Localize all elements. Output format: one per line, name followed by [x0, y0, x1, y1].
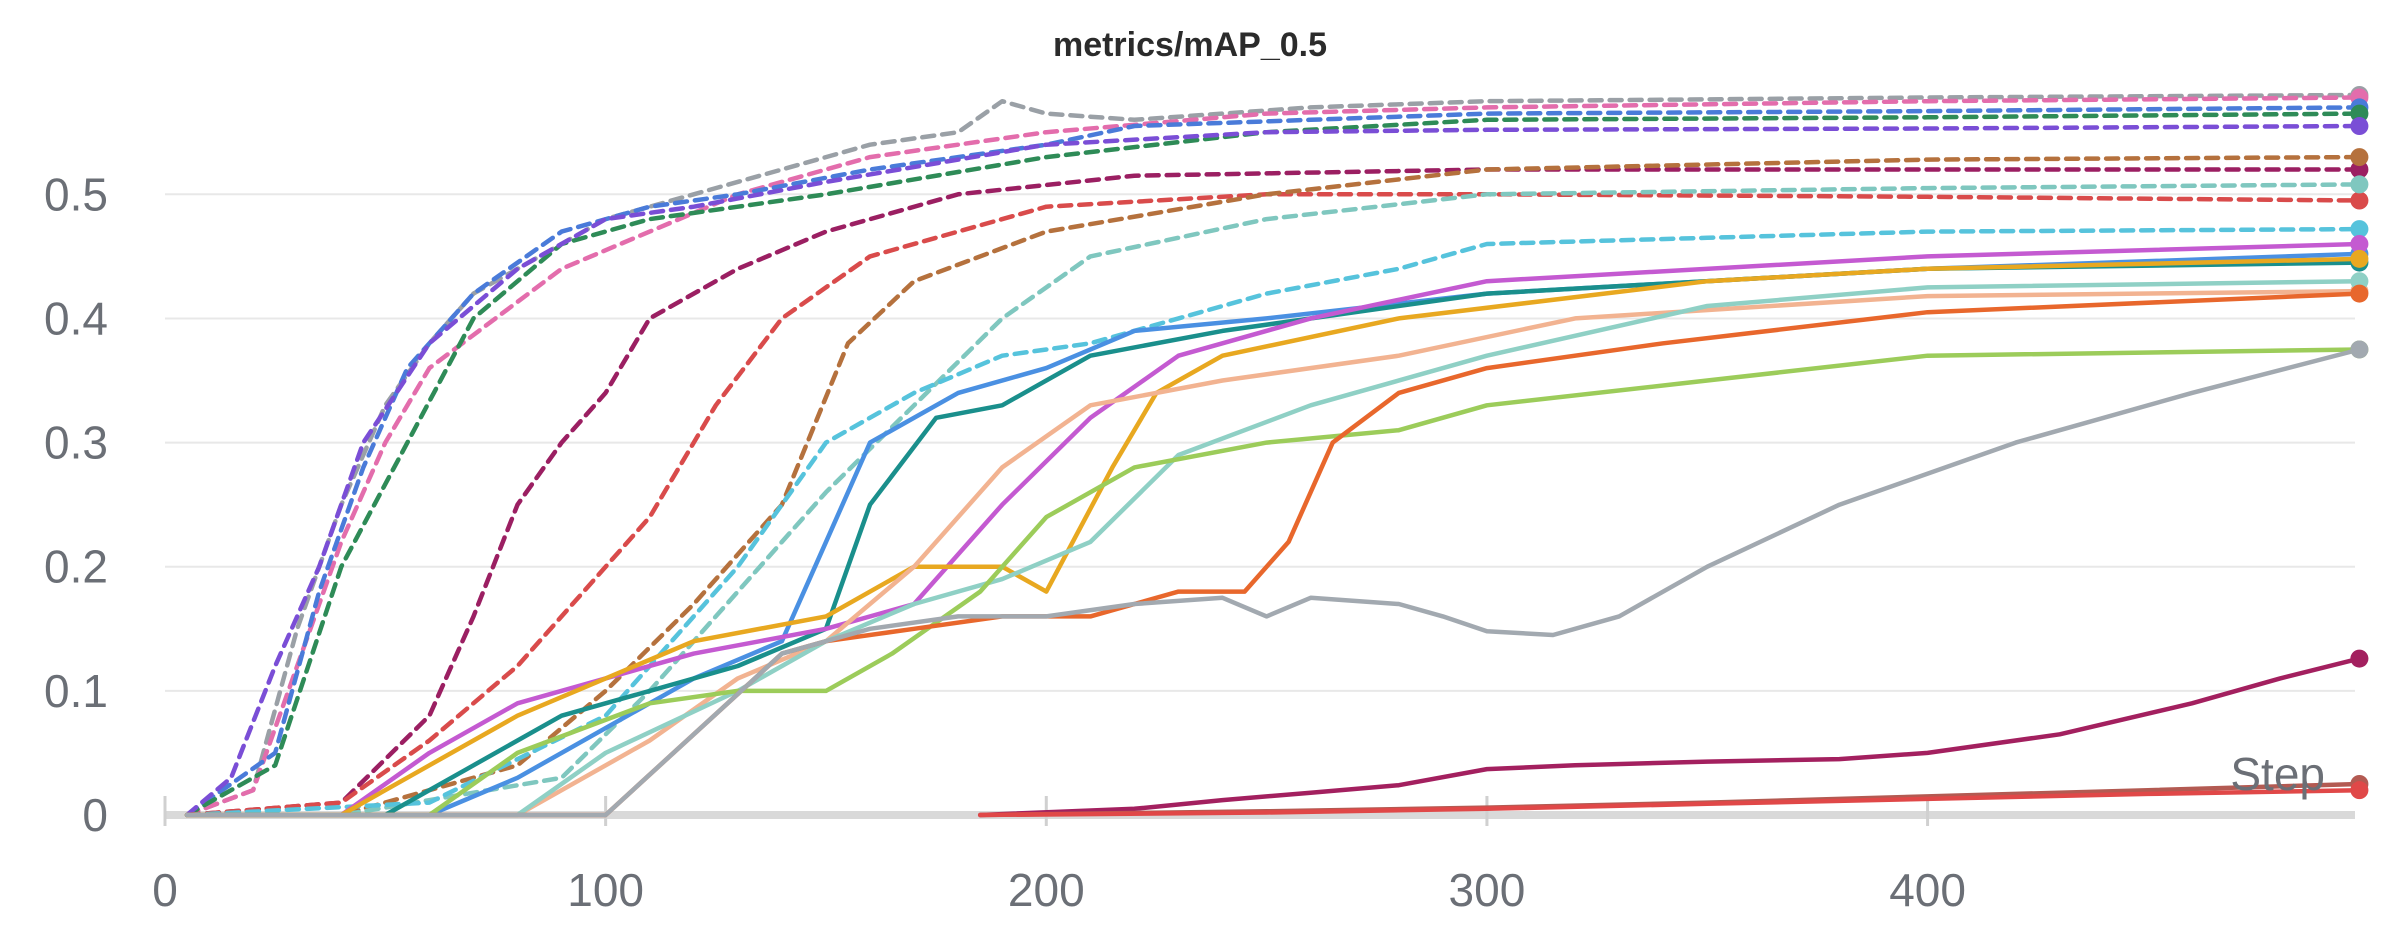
series-line-8	[184, 182, 2362, 818]
series-line-14	[184, 288, 2362, 818]
series-end-marker-9	[2350, 220, 2369, 239]
series-line-13	[184, 256, 2362, 818]
x-tick-label: 100	[567, 864, 644, 916]
series-line-7	[184, 154, 2362, 818]
y-tick-label: 0.4	[44, 292, 108, 344]
series-end-marker-18	[2350, 340, 2369, 359]
series-end-marker-6	[2350, 191, 2369, 210]
x-tick-label: 0	[152, 864, 178, 916]
series-line-6	[184, 192, 2362, 818]
series-end-marker-7	[2350, 148, 2369, 167]
series-end-marker-4	[2350, 117, 2369, 136]
x-axis-label: Step	[2230, 748, 2325, 800]
y-tick-label: 0.1	[44, 665, 108, 717]
series-line-16	[184, 347, 2362, 818]
y-tick-label: 0.5	[44, 168, 108, 220]
series-line-18	[184, 347, 2362, 818]
series-line-4	[184, 123, 2362, 818]
series-line-20	[977, 781, 2362, 818]
x-tick-label: 300	[1449, 864, 1526, 916]
series-end-marker-21	[2350, 781, 2369, 800]
x-tick-label: 400	[1889, 864, 1966, 916]
series-line-11	[184, 260, 2362, 818]
series-end-marker-5	[2350, 160, 2369, 179]
series-line-2	[184, 105, 2362, 818]
series-line-5	[184, 167, 2362, 818]
series-line-19	[977, 656, 2362, 818]
series-line-1	[184, 95, 2362, 818]
series-end-marker-19	[2350, 649, 2369, 668]
series-line-21	[977, 787, 2362, 818]
series-line-12	[184, 241, 2362, 818]
series-end-marker-3	[2350, 104, 2369, 123]
chart-title: metrics/mAP_0.5	[1053, 26, 1327, 64]
series-end-marker-15	[2350, 272, 2369, 291]
marker-layer	[2350, 86, 2369, 800]
series-end-marker-17	[2350, 284, 2369, 303]
y-tick-label: 0	[82, 789, 108, 841]
series-end-marker-12	[2350, 234, 2369, 253]
x-tick-label: 200	[1008, 864, 1085, 916]
series-line-10	[184, 251, 2362, 818]
series-line-15	[184, 278, 2362, 818]
y-tick-label: 0.2	[44, 541, 108, 593]
series-end-marker-13	[2350, 249, 2369, 268]
series-end-marker-8	[2350, 175, 2369, 194]
y-tick-label: 0.3	[44, 417, 108, 469]
series-layer	[184, 92, 2362, 818]
series-line-3	[184, 111, 2362, 818]
